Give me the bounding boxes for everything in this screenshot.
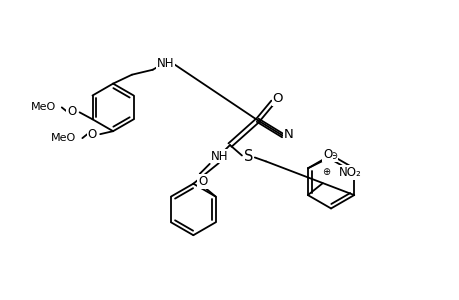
Text: NH: NH — [157, 57, 174, 70]
Text: NO₂: NO₂ — [338, 166, 361, 179]
Text: O: O — [322, 148, 331, 161]
Text: MeO: MeO — [51, 133, 76, 143]
Text: O: O — [198, 175, 207, 188]
Text: NH: NH — [211, 150, 228, 163]
Text: O: O — [272, 92, 283, 106]
Text: O: O — [88, 128, 97, 141]
Text: ⊖: ⊖ — [329, 152, 337, 161]
Text: MeO: MeO — [31, 102, 56, 112]
Text: ⊕: ⊕ — [321, 167, 329, 177]
Text: N: N — [284, 128, 293, 141]
Text: S: S — [244, 149, 253, 164]
Text: O: O — [67, 105, 76, 118]
